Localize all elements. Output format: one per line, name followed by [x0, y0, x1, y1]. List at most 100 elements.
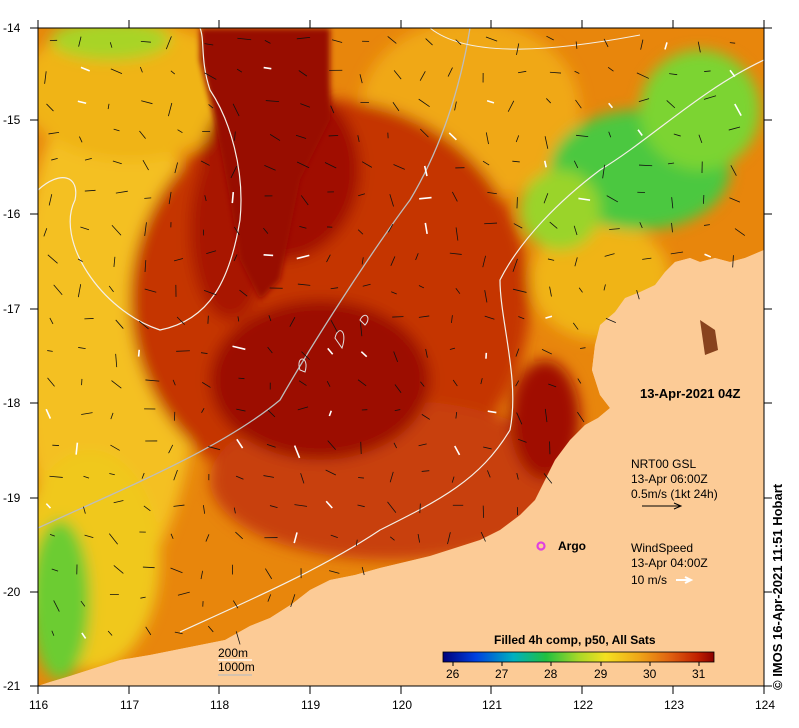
current-arrow	[269, 134, 281, 141]
current-arrow	[298, 70, 308, 77]
current-arrow	[734, 228, 746, 236]
lon-tick-label: 118	[210, 698, 229, 712]
current-arrow	[391, 291, 397, 295]
current-arrow	[327, 347, 334, 355]
current-arrow	[357, 504, 365, 508]
current-arrow	[142, 566, 155, 569]
current-arrow	[325, 469, 337, 476]
current-arrow	[451, 315, 453, 323]
current-arrow	[734, 103, 742, 116]
lon-tick-label: 117	[120, 698, 139, 712]
current-arrow	[232, 103, 240, 117]
current-arrow	[669, 73, 678, 76]
current-arrow	[263, 66, 272, 70]
current-arrow	[173, 469, 178, 481]
current-arrow	[545, 315, 553, 319]
current-arrow	[297, 283, 311, 286]
current-arrow	[113, 565, 124, 574]
current-arrow	[544, 408, 548, 423]
current-arrow	[139, 130, 146, 139]
current-arrow	[577, 411, 585, 423]
current-arrow	[115, 190, 128, 194]
current-arrow	[487, 470, 491, 478]
latitude-axis: -14 -15 -16 -17 -18 -19 -20 -21	[3, 21, 772, 693]
current-arrow	[516, 472, 519, 480]
current-arrow	[165, 36, 172, 50]
current-arrow	[330, 320, 338, 333]
current-arrow	[83, 475, 90, 479]
current-arrow	[238, 377, 245, 380]
current-arrow	[109, 473, 115, 476]
current-arrow	[331, 39, 343, 43]
current-arrow	[236, 408, 246, 412]
argo-label: Argo	[558, 539, 586, 553]
current-arrow	[324, 162, 337, 169]
current-arrow	[138, 320, 149, 330]
current-arrow	[358, 193, 366, 197]
current-arrow	[360, 322, 363, 337]
current-arrow	[393, 442, 397, 449]
current-arrow	[455, 287, 461, 294]
current-arrow	[231, 191, 235, 204]
current-arrow	[480, 378, 483, 385]
current-arrow	[236, 68, 243, 73]
current-arrow	[638, 98, 650, 103]
lat-tick-label: -17	[3, 302, 21, 316]
current-arrow	[604, 253, 615, 257]
current-arrow	[549, 221, 558, 229]
current-arrow	[143, 505, 151, 512]
current-arrow	[137, 349, 141, 357]
isobath-200m-label: 200m	[218, 646, 248, 660]
current-arrow	[173, 258, 184, 262]
current-arrow	[329, 570, 340, 574]
current-arrow	[265, 100, 280, 103]
current-arrow	[516, 412, 523, 425]
current-arrow	[424, 222, 428, 234]
current-arrow	[141, 100, 153, 105]
current-arrow	[140, 40, 151, 43]
current-arrow	[487, 191, 497, 195]
argo-marker-icon	[536, 541, 546, 551]
current-arrow	[605, 317, 616, 324]
current-arrow	[484, 315, 495, 320]
current-arrow	[84, 158, 92, 161]
current-arrow	[267, 594, 272, 602]
current-arrow	[200, 352, 208, 354]
wind-legend-title: WindSpeed	[631, 541, 693, 555]
current-arrow	[295, 134, 307, 139]
current-arrow	[579, 347, 586, 349]
current-arrow	[139, 66, 143, 73]
current-arrow	[543, 193, 549, 204]
current-arrow	[451, 476, 455, 483]
current-arrow	[172, 379, 176, 386]
current-arrow	[666, 100, 676, 109]
current-arrow	[140, 596, 146, 599]
current-arrow	[389, 471, 394, 483]
colorbar-title: Filled 4h comp, p50, All Sats	[494, 633, 656, 647]
current-arrow	[421, 414, 431, 420]
current-arrow	[518, 316, 525, 320]
current-arrow	[83, 506, 86, 514]
current-arrow	[673, 133, 681, 137]
current-arrow	[697, 41, 701, 53]
current-arrow	[394, 409, 401, 412]
current-arrow	[484, 290, 488, 303]
current-arrow	[425, 348, 428, 358]
current-arrow	[177, 591, 190, 596]
current-arrow	[454, 101, 457, 111]
current-arrow	[421, 470, 430, 472]
current-arrow	[640, 39, 644, 50]
current-arrow	[115, 319, 124, 329]
current-arrow	[447, 67, 453, 77]
current-arrow	[639, 222, 643, 229]
isobath-1000m-label: 1000m	[218, 660, 255, 674]
lon-tick-label: 123	[664, 698, 684, 712]
currents-legend-time: 13-Apr 06:00Z	[631, 472, 708, 486]
current-arrow	[512, 258, 518, 272]
current-arrow	[357, 229, 364, 235]
current-arrow	[393, 351, 398, 362]
current-arrow	[145, 626, 152, 636]
current-arrow	[298, 380, 307, 386]
current-arrow	[168, 444, 174, 454]
current-arrow	[603, 38, 609, 48]
